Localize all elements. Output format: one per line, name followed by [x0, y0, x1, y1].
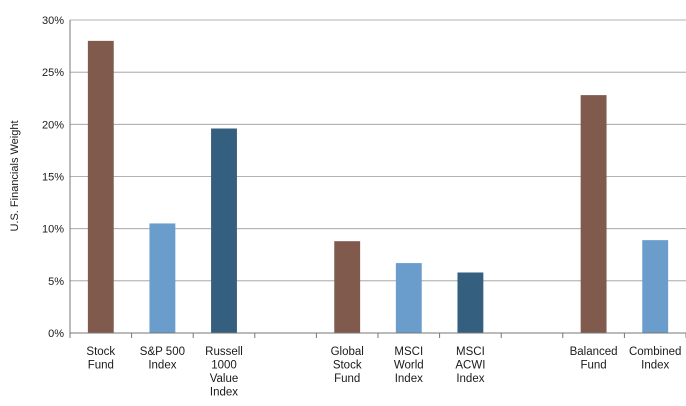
y-tick-labels: 0% 5% 10% 15% 20% 25% 30%	[42, 15, 64, 340]
y-tick-label: 25%	[42, 67, 64, 79]
bar	[457, 272, 484, 333]
y-tick-label: 5%	[48, 276, 64, 288]
bar	[580, 95, 607, 334]
y-tick-label: 30%	[42, 15, 64, 27]
axes	[69, 20, 686, 338]
y-tick-label: 10%	[42, 224, 64, 236]
x-tick-label: Russell 1000 Value Index	[205, 346, 243, 399]
x-tick-label: MSCI World Index	[394, 346, 424, 385]
bar	[149, 223, 176, 333]
x-tick-label: S&P 500 Index	[140, 346, 185, 372]
bar	[642, 240, 669, 333]
x-tick-label: Combined Index	[629, 346, 681, 372]
y-axis-label: U.S. Financials Weight	[9, 120, 21, 231]
x-tick-label: Stock Fund	[86, 346, 115, 372]
y-tick-label: 15%	[42, 172, 64, 184]
x-tick-label: MSCI ACWI Index	[455, 346, 485, 385]
bar	[395, 263, 422, 333]
y-tick-label: 0%	[48, 328, 64, 340]
x-tick-label: Global Stock Fund	[331, 346, 364, 385]
x-tick-labels: Stock Fund S&P 500 Index Russell 1000 Value Ind…	[86, 346, 681, 399]
bar	[87, 40, 114, 333]
y-tick-label: 20%	[42, 119, 64, 131]
bar	[334, 241, 361, 333]
bars	[87, 40, 669, 334]
bar	[211, 128, 237, 333]
x-tick-label: Balanced Fund	[570, 346, 618, 372]
